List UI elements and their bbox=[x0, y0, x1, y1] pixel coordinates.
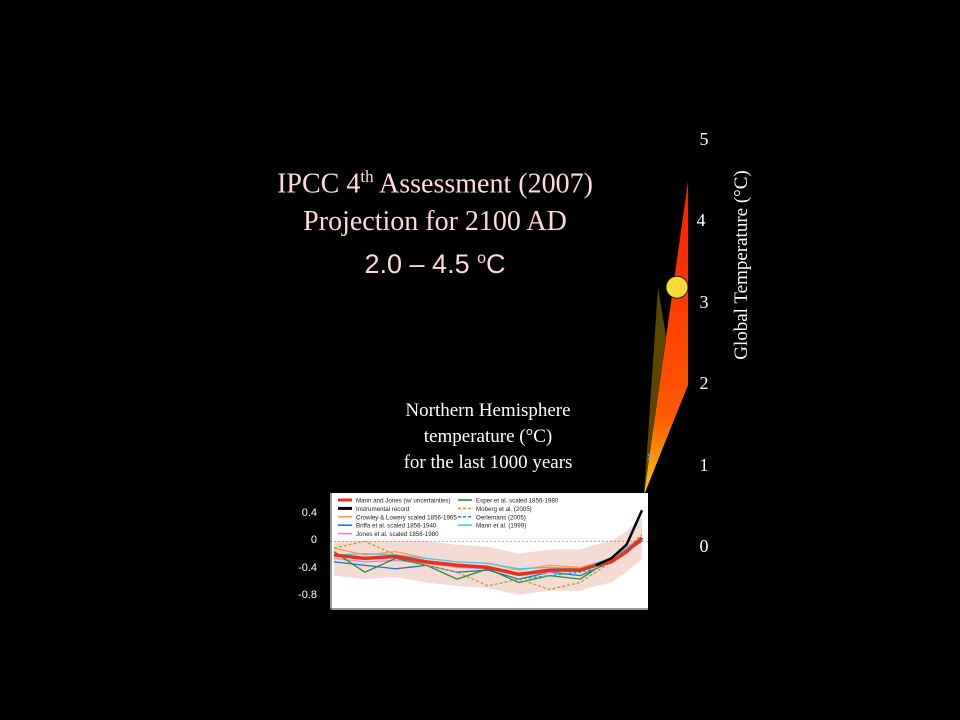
global-temp-tick-label: 4 bbox=[696, 210, 706, 230]
range-degree: o bbox=[477, 250, 486, 268]
central-estimate-dot bbox=[665, 275, 689, 299]
legend-label: Mann et al. (1999) bbox=[476, 523, 526, 530]
caption-line-2: temperature (°C) bbox=[423, 426, 553, 447]
legend-background bbox=[334, 495, 584, 541]
legend-label: Moberg et al. (2005) bbox=[476, 506, 532, 513]
series-line bbox=[518, 540, 643, 580]
projection-range: 2.0 – 4.5 oC bbox=[190, 241, 680, 282]
title-line-2: Projection for 2100 AD bbox=[303, 206, 567, 238]
global-temp-axis-title: Global Temperature (°C) bbox=[731, 170, 752, 360]
global-temp-tick-label: 3 bbox=[699, 291, 709, 312]
title-prefix: IPCC 4 bbox=[277, 168, 361, 200]
global-temp-tick-label: 2 bbox=[699, 373, 709, 393]
uncertainty-band bbox=[334, 517, 642, 595]
caption-line-1: Northern Hemisphere bbox=[405, 400, 571, 421]
projection-fan-highlight bbox=[644, 287, 666, 495]
legend-label: Crowley & Lowery scaled 1856-1965 bbox=[356, 514, 457, 521]
global-temp-tick-label: 0 bbox=[699, 536, 709, 556]
range-unit: C bbox=[486, 249, 506, 280]
nh-tick-label: 0 bbox=[310, 534, 317, 547]
nh-caption: Northern Hemisphere temperature (°C) for… bbox=[338, 398, 638, 476]
series-line bbox=[333, 536, 644, 577]
range-value: 2.0 – 4.5 bbox=[364, 249, 478, 280]
projection-range-fan bbox=[644, 181, 688, 495]
nh-chart-svg: Mann and Jones (w/ uncertainties)Instrum… bbox=[330, 493, 648, 610]
chart-legend: Mann and Jones (w/ uncertainties)Instrum… bbox=[334, 495, 584, 541]
series-line bbox=[595, 509, 644, 567]
legend-label: Instrumental record bbox=[356, 506, 410, 513]
legend-label: Oerlemans (2005) bbox=[476, 514, 526, 521]
title-block: IPCC 4th Assessment (2007) Projection fo… bbox=[190, 158, 680, 282]
title-line-1: IPCC 4th Assessment (2007) bbox=[190, 158, 680, 203]
legend-label: Jones et al. scaled 1856-1980 bbox=[356, 531, 439, 538]
global-temp-tick-label: 1 bbox=[699, 454, 709, 475]
nh-tick-label: -0.8 bbox=[298, 589, 317, 602]
legend-label: Briffa et al. scaled 1856-1940 bbox=[356, 523, 437, 530]
projection-start-marker: x bbox=[647, 449, 653, 463]
global-temp-tick-label: 5 bbox=[699, 128, 709, 149]
legend-label: Mann and Jones (w/ uncertainties) bbox=[356, 498, 451, 505]
nh-temperature-chart: Mann and Jones (w/ uncertainties) Instrum… bbox=[330, 493, 648, 610]
title-suffix: Assessment (2007) bbox=[373, 168, 593, 200]
legend-label: Esper et al. scaled 1856-1980 bbox=[476, 498, 559, 505]
title-superscript: th bbox=[360, 167, 374, 186]
nh-tick-label: 0.4 bbox=[301, 506, 317, 519]
nh-tick-label: -0.4 bbox=[298, 561, 317, 574]
caption-line-3: for the last 1000 years bbox=[403, 452, 573, 473]
